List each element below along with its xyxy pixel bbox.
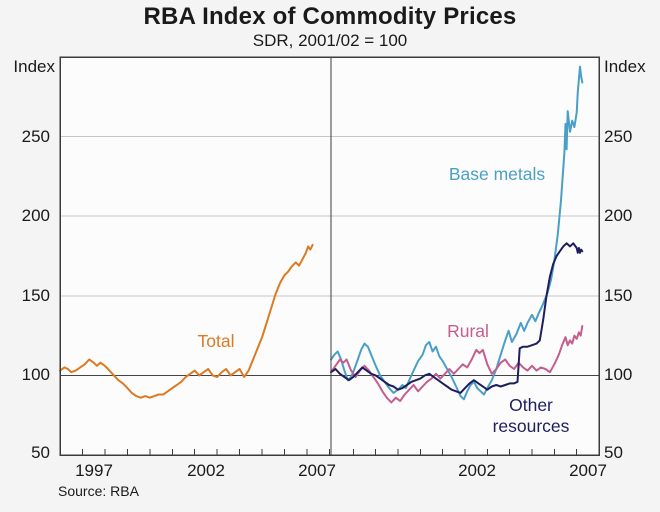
y-tick-200-right: 200 <box>604 206 633 225</box>
y-tick-150-right: 150 <box>604 286 633 305</box>
annotation-total: Total <box>197 331 235 351</box>
y-tick-50-left: 50 <box>31 443 50 462</box>
x-tick-1997-left: 1997 <box>75 461 113 480</box>
series-other_resources-line <box>330 242 584 394</box>
y-tick-150-left: 150 <box>21 286 50 305</box>
y-tick-100-right: 100 <box>604 365 633 384</box>
chart-subtitle: SDR, 2001/02 = 100 <box>252 31 408 50</box>
series-rural-line <box>330 325 584 404</box>
series-base_metals-line <box>330 65 584 401</box>
chart-title: RBA Index of Commodity Prices <box>143 3 517 30</box>
y-axis-unit-left: Index <box>13 57 55 76</box>
y-axis-unit-right: Index <box>604 57 646 76</box>
y-tick-200-left: 200 <box>21 206 50 225</box>
annotation-base-metals: Base metals <box>448 164 546 184</box>
plot-area <box>60 57 599 455</box>
x-tick-2007-right: 2007 <box>569 461 607 480</box>
y-tick-100-left: 100 <box>21 365 50 384</box>
y-tick-50-right: 50 <box>604 443 623 462</box>
annotation-other-resources: Other resources <box>492 395 570 436</box>
x-tick-2002-right: 2002 <box>458 461 496 480</box>
plot-frame <box>59 56 600 456</box>
x-tick-2002-left: 2002 <box>187 461 225 480</box>
source-note: Source: RBA <box>58 483 139 499</box>
annotation-rural: Rural <box>447 321 489 341</box>
series-total-line <box>59 243 314 399</box>
y-tick-250-left: 250 <box>21 127 50 146</box>
x-tick-2007-left: 2007 <box>298 461 336 480</box>
y-tick-250-right: 250 <box>604 127 633 146</box>
